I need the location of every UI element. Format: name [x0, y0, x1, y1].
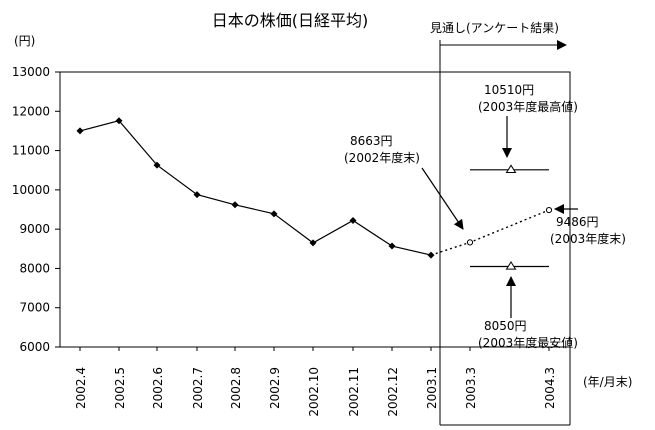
range-triangle-high [505, 164, 517, 174]
chart-title: 日本の株価(日経平均) [212, 11, 369, 30]
annotations: 10510円 (2003年度最高値) 8663円 (2002年度末) 9486円… [344, 83, 626, 350]
annotation-end2002-arrow [421, 167, 464, 230]
annotation-high-value: 10510円 [484, 83, 534, 97]
x-tick-label: 2003.1 [425, 367, 439, 409]
y-tick-label: 13000 [12, 65, 50, 79]
data-point-2002.4 [76, 127, 84, 135]
annotation-high-note: (2003年度最高値) [478, 99, 578, 114]
data-point-2002.11 [349, 217, 357, 224]
x-tick-label: 2002.10 [307, 367, 321, 417]
data-points [76, 117, 553, 259]
x-tick-label: 2002.11 [347, 367, 361, 417]
data-point-2002.5 [115, 117, 123, 125]
x-tick-label: 2004.3 [543, 367, 557, 409]
forecast-point-2004.3 [545, 206, 553, 214]
data-point-2002.7 [193, 191, 201, 199]
annotation-low-value: 8050円 [484, 319, 527, 333]
range-triangle-low [505, 261, 517, 270]
annotation-end2002-value: 8663円 [350, 134, 393, 148]
series-lines [79, 120, 550, 256]
data-point-2003.1 [427, 251, 435, 259]
data-point-2002.10 [309, 239, 317, 247]
x-tick-label: 2002.7 [191, 367, 205, 409]
x-tick-label: 2002.12 [386, 367, 400, 417]
forecast-box: 見通し(アンケート結果) [430, 21, 571, 426]
x-tick-label: 2002.4 [74, 367, 88, 409]
x-tick-label: 2002.8 [229, 367, 243, 409]
y-axis: 6000 7000 8000 9000 10000 11000 12000 13000 [12, 65, 60, 354]
forecast-point-2003.3 [466, 239, 474, 246]
x-axis-unit-label: (年/月末) [583, 375, 632, 389]
x-tick-label: 2003.3 [464, 367, 478, 409]
y-tick-label: 6000 [19, 340, 50, 354]
y-tick-label: 10000 [12, 183, 50, 197]
y-axis-unit-label: (円) [14, 34, 35, 48]
annotation-end2003-note: (2003年度末) [550, 231, 626, 246]
y-tick-label: 11000 [12, 144, 50, 158]
data-point-2002.9 [270, 210, 278, 218]
annotation-low-note: (2003年度最安値) [478, 335, 578, 350]
x-tick-label: 2002.5 [113, 367, 127, 409]
x-tick-label: 2002.6 [151, 367, 165, 409]
y-tick-label: 9000 [19, 222, 50, 236]
data-point-2002.12 [388, 242, 396, 250]
forecast-dotted-line [430, 209, 550, 256]
y-tick-label: 7000 [19, 301, 50, 315]
actual-price-line [79, 120, 432, 256]
range-markers [470, 164, 549, 270]
annotation-end2003-value: 9486円 [556, 215, 599, 229]
x-axis: 2002.4 2002.5 2002.6 2002.7 2002.8 2002.9 2002… [74, 347, 557, 417]
y-tick-label: 12000 [12, 104, 50, 118]
y-tick-label: 8000 [19, 261, 50, 275]
data-point-2002.6 [153, 161, 161, 169]
forecast-label: 見通し(アンケート結果) [430, 21, 559, 35]
data-point-2002.8 [231, 201, 239, 209]
x-tick-label: 2002.9 [268, 367, 282, 409]
annotation-end2002-note: (2002年度末) [344, 150, 420, 165]
